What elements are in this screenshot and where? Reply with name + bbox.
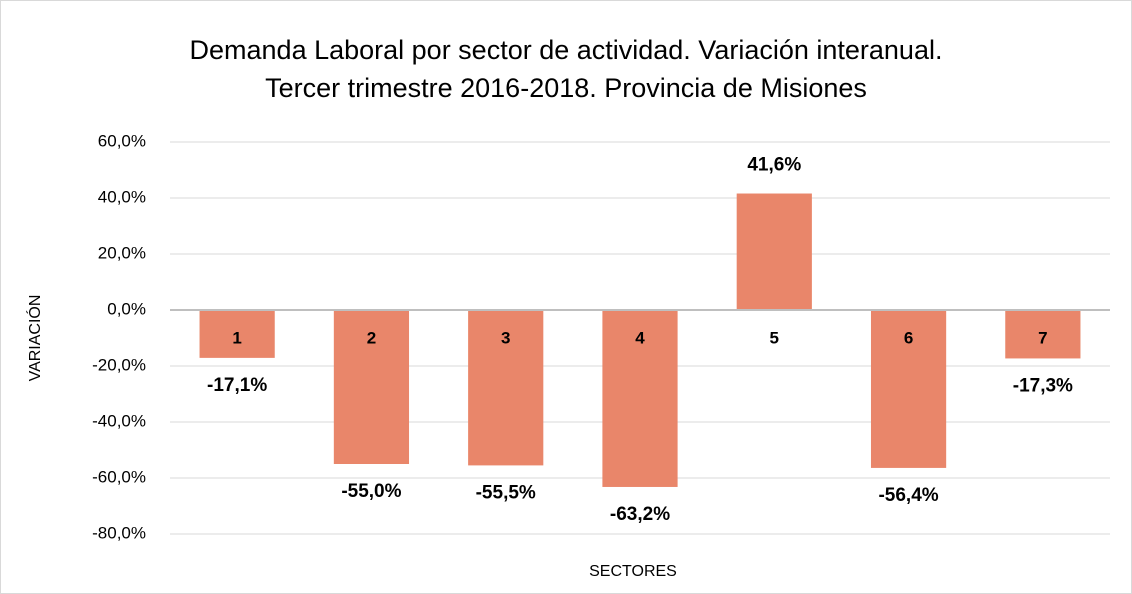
value-label: -63,2% <box>610 504 670 525</box>
value-label: -17,1% <box>207 375 267 396</box>
x-tick-label: 1 <box>232 328 241 347</box>
y-tick-label: -60,0% <box>92 467 146 486</box>
y-axis-label: VARIACIÓN <box>25 295 44 382</box>
bar <box>333 310 410 464</box>
y-tick-label: 0,0% <box>107 299 146 318</box>
value-label: 41,6% <box>747 155 801 176</box>
bar <box>736 193 812 310</box>
x-tick-label: 5 <box>770 328 779 347</box>
bar <box>199 310 275 358</box>
value-label: -56,4% <box>878 485 938 506</box>
y-tick-label: 20,0% <box>98 243 146 262</box>
bar <box>870 310 947 468</box>
x-tick-label: 7 <box>1038 328 1047 347</box>
y-tick-label: -80,0% <box>92 523 146 542</box>
x-tick-label: 6 <box>904 328 913 347</box>
value-label: -17,3% <box>1013 375 1073 396</box>
y-tick-label: 40,0% <box>98 187 146 206</box>
value-label: -55,5% <box>476 482 536 503</box>
y-tick-label: -20,0% <box>92 355 146 374</box>
bar <box>602 310 678 487</box>
y-tick-label: 60,0% <box>98 131 146 150</box>
chart-title: Demanda Laboral por sector de actividad.… <box>190 35 943 65</box>
bar <box>1005 310 1081 359</box>
x-tick-label: 3 <box>501 328 510 347</box>
x-tick-label: 4 <box>635 328 645 347</box>
chart-title: Tercer trimestre 2016-2018. Provincia de… <box>265 73 867 103</box>
value-label: -55,0% <box>341 481 401 502</box>
y-tick-label: -40,0% <box>92 411 146 430</box>
x-axis-label: SECTORES <box>589 563 677 580</box>
x-tick-label: 2 <box>367 328 376 347</box>
bar <box>468 310 544 466</box>
